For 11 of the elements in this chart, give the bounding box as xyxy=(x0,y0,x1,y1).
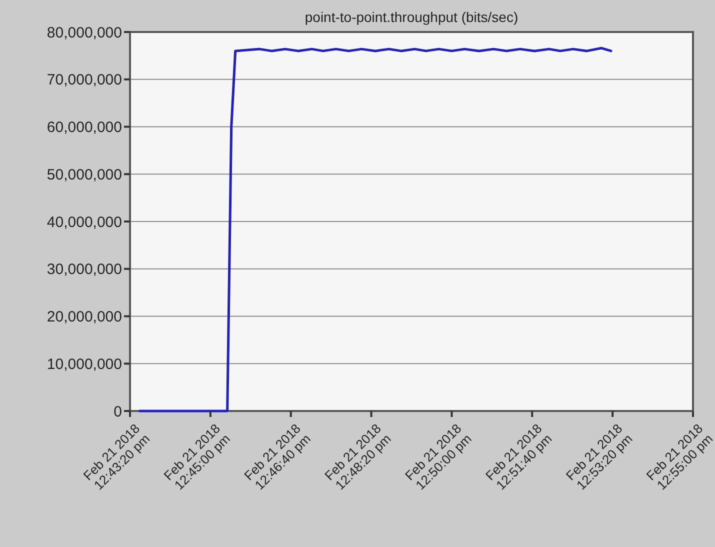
line-series xyxy=(138,46,612,412)
y-tick-label: 30,000,000 xyxy=(46,261,122,278)
y-tick-label: 60,000,000 xyxy=(46,119,122,136)
y-tick-label: 70,000,000 xyxy=(46,72,122,89)
y-tick-label: 10,000,000 xyxy=(46,356,122,373)
y-tick-label: 50,000,000 xyxy=(46,166,122,184)
y-tick-label: 0 xyxy=(114,403,122,420)
chart-title: point-to-point.throughput (bits/sec) xyxy=(304,9,518,25)
y-tick-label: 80,000,000 xyxy=(46,24,122,42)
y-tick-label: 40,000,000 xyxy=(46,214,122,231)
y-tick-label: 20,000,000 xyxy=(46,308,122,326)
